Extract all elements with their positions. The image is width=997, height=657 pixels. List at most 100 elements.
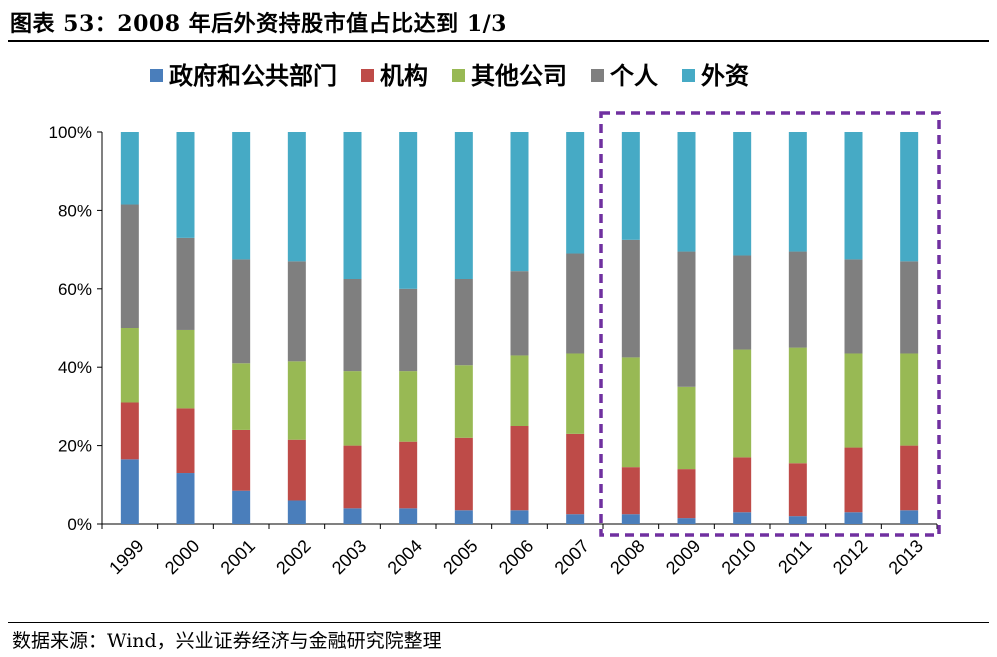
x-tick-label: 2009 <box>662 536 704 578</box>
chart-legend: 政府和公共部门 机构 其他公司 个人 外资 <box>150 61 749 90</box>
bar-segment <box>677 386 696 470</box>
x-axis-labels: 1999 2000 2001 2002 2003 2004 2005 2006 2007 2008… <box>105 536 927 578</box>
x-tick-label: 2001 <box>217 536 259 578</box>
bar-segment <box>733 512 752 524</box>
chart-area: 政府和公共部门 机构 其他公司 个人 外资 0% 20% 40% 60% 80% 100% 199… <box>0 44 997 620</box>
bar-segment <box>176 329 195 409</box>
bar-segment <box>510 510 529 524</box>
x-tick-label: 2003 <box>328 536 370 578</box>
bar-segment <box>566 132 585 254</box>
bar-segment <box>176 408 195 474</box>
bar-segment <box>399 132 418 289</box>
bar-segment <box>844 132 863 260</box>
highlight-box-outline <box>599 111 941 537</box>
bar-segment <box>120 328 139 403</box>
bar-segment <box>399 288 418 372</box>
source-note: 数据来源：Wind，兴业证券经济与金融研究院整理 <box>12 630 442 652</box>
bar-segment <box>677 132 696 252</box>
y-tick-label: 80% <box>58 201 92 220</box>
bar-segment <box>900 353 919 446</box>
bar-segment <box>788 347 807 464</box>
bar-segment <box>733 349 752 458</box>
bar-segment <box>454 279 473 366</box>
bar-segment <box>900 132 919 262</box>
bar-segment <box>232 259 251 364</box>
y-tick-label: 40% <box>58 358 92 377</box>
bar-segment <box>733 255 752 350</box>
bar-segment <box>621 239 640 358</box>
bar-segment <box>343 371 362 446</box>
footer-divider <box>8 622 989 623</box>
bar-segment <box>844 353 863 448</box>
bar-segment <box>566 253 585 354</box>
bar-segment <box>399 371 418 442</box>
bar-segment <box>844 447 863 513</box>
bar-segment <box>232 429 251 491</box>
bar-segment <box>343 279 362 372</box>
bar-segment <box>677 518 696 524</box>
x-tick-label: 1999 <box>105 536 147 578</box>
x-tick-label: 2002 <box>272 536 314 578</box>
bar-segment <box>454 437 473 511</box>
bar-segment <box>232 490 251 524</box>
y-tick-label: 20% <box>58 437 92 456</box>
bar-segment <box>900 445 919 511</box>
bar-segment <box>844 259 863 354</box>
x-tick-label: 2012 <box>829 536 871 578</box>
bar-segment <box>788 463 807 517</box>
x-tick-label: 2008 <box>606 536 648 578</box>
bar-segment <box>621 132 640 240</box>
bar-segment <box>454 365 473 438</box>
bar-segment <box>677 469 696 519</box>
legend-swatch <box>452 69 465 82</box>
bar-segment <box>120 132 139 205</box>
bar-segment <box>343 132 362 279</box>
bar-segment <box>844 512 863 524</box>
bar-segment <box>788 516 807 524</box>
x-tick-label: 2010 <box>718 536 760 578</box>
bar-segment <box>120 459 139 524</box>
page-title: 图表 53：2008 年后外资持股市值占比达到 1/3 <box>10 11 507 37</box>
bar-segment <box>733 132 752 256</box>
bar-segment <box>621 467 640 515</box>
bar-segment <box>510 426 529 511</box>
bar-segment <box>788 251 807 348</box>
bar-segment <box>788 132 807 252</box>
legend-label: 其他公司 <box>471 61 567 90</box>
y-tick-label: 100% <box>49 123 92 142</box>
bar-segment <box>120 204 139 328</box>
highlight-box <box>599 111 941 537</box>
chart-bars <box>120 132 919 524</box>
y-tick-label: 60% <box>58 280 92 299</box>
bar-segment <box>120 402 139 460</box>
legend-swatch <box>682 69 695 82</box>
bar-segment <box>566 514 585 524</box>
bar-segment <box>900 261 919 354</box>
legend-swatch <box>150 69 163 82</box>
legend-label: 个人 <box>610 61 658 90</box>
bar-segment <box>454 132 473 279</box>
bar-segment <box>399 441 418 509</box>
bar-segment <box>733 457 752 513</box>
legend-label: 政府和公共部门 <box>169 61 337 90</box>
bar-segment <box>287 361 306 440</box>
bar-segment <box>232 132 251 260</box>
legend-label: 机构 <box>380 61 428 90</box>
legend-swatch <box>591 69 604 82</box>
legend-swatch <box>361 69 374 82</box>
bar-segment <box>287 132 306 262</box>
x-tick-label: 2013 <box>885 536 927 578</box>
bar-segment <box>677 251 696 387</box>
x-tick-label: 2004 <box>384 536 426 578</box>
bar-segment <box>621 514 640 524</box>
x-tick-label: 2006 <box>495 536 537 578</box>
bar-segment <box>510 271 529 356</box>
bar-segment <box>566 433 585 515</box>
bar-segment <box>176 132 195 238</box>
bar-segment <box>287 500 306 524</box>
bar-segment <box>287 261 306 362</box>
bar-segment <box>510 355 529 426</box>
y-tick-label: 0% <box>67 515 92 534</box>
bar-segment <box>900 510 919 524</box>
x-tick-label: 2007 <box>551 536 593 578</box>
